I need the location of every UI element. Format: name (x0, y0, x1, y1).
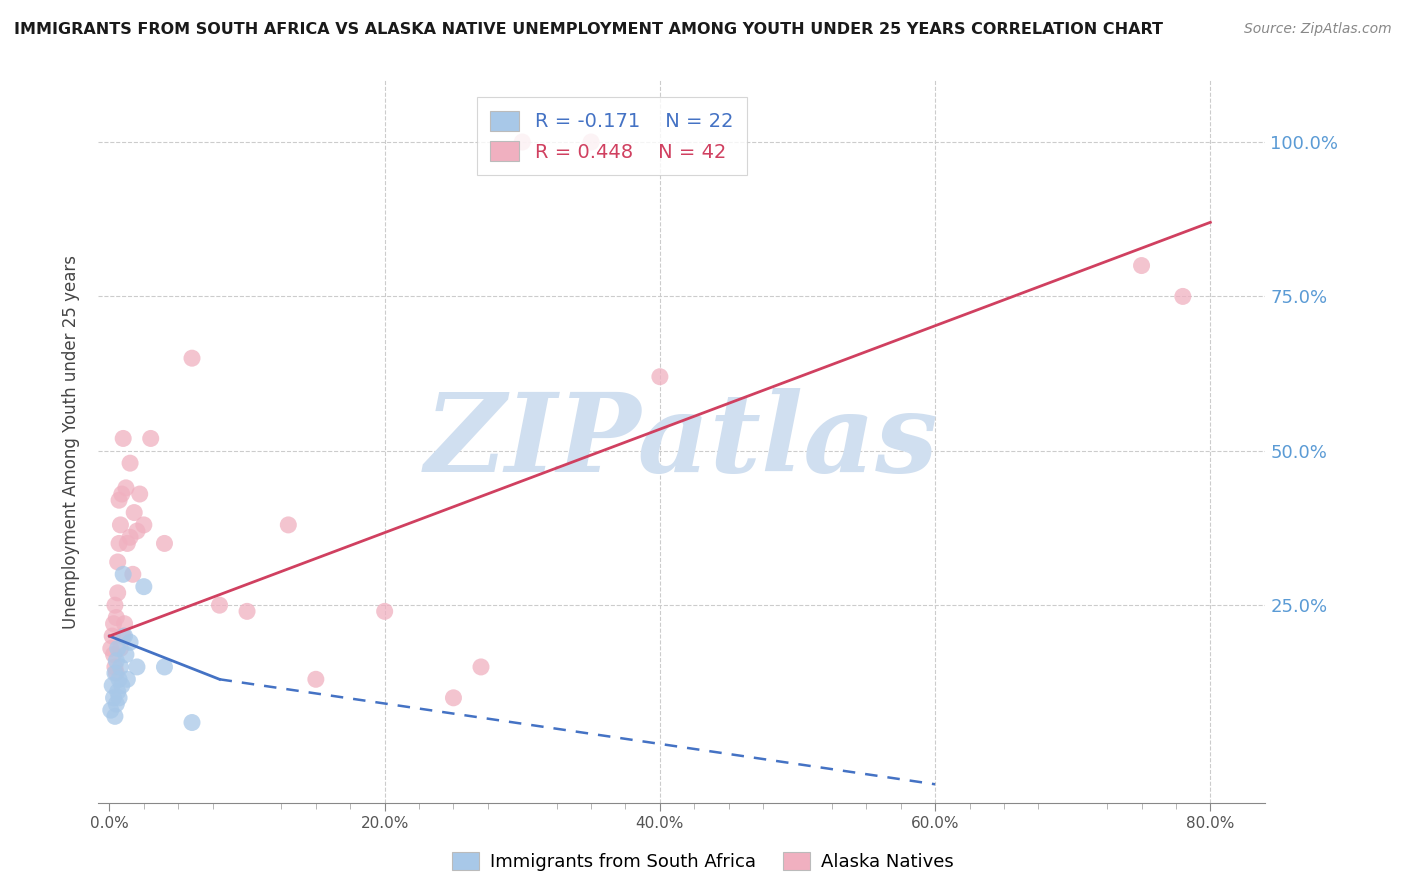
Point (181, 715, 204, 730)
Point (470, 660, 492, 674)
Point (104, 598, 127, 612)
Point (153, 536, 176, 550)
Point (125, 524, 148, 538)
Point (104, 709, 127, 723)
Point (101, 678, 124, 692)
Point (103, 616, 125, 631)
Point (181, 351, 204, 366)
Point (114, 629, 136, 643)
Point (107, 586, 129, 600)
Point (100, 703, 122, 717)
Point (112, 629, 135, 643)
Point (648, 369, 671, 384)
Point (110, 641, 132, 656)
Point (117, 673, 139, 687)
Point (108, 536, 131, 550)
Text: IMMIGRANTS FROM SOUTH AFRICA VS ALASKA NATIVE UNEMPLOYMENT AMONG YOUTH UNDER 25 : IMMIGRANTS FROM SOUTH AFRICA VS ALASKA N… (14, 22, 1163, 37)
Y-axis label: Unemployment Among Youth under 25 years: Unemployment Among Youth under 25 years (62, 254, 80, 629)
Text: Source: ZipAtlas.com: Source: ZipAtlas.com (1244, 22, 1392, 37)
Point (103, 648, 125, 662)
Point (108, 690, 131, 705)
Point (100, 641, 122, 656)
Point (105, 697, 128, 711)
Point (236, 604, 259, 618)
Text: ZIPatlas: ZIPatlas (425, 388, 939, 495)
Legend: R = -0.171    N = 22, R = 0.448    N = 42: R = -0.171 N = 22, R = 0.448 N = 42 (477, 97, 747, 175)
Point (1171, 289, 1194, 303)
Point (374, 604, 396, 618)
Point (110, 517, 132, 532)
Point (107, 684, 129, 698)
Point (104, 660, 127, 674)
Point (120, 635, 142, 649)
Point (120, 456, 142, 470)
Point (115, 648, 138, 662)
Point (132, 517, 155, 532)
Point (105, 666, 128, 681)
Point (104, 666, 127, 681)
Point (305, 673, 328, 687)
Point (125, 660, 148, 674)
Point (153, 660, 176, 674)
Point (112, 432, 135, 446)
Point (107, 641, 129, 656)
Point (103, 690, 125, 705)
Legend: Immigrants from South Africa, Alaska Natives: Immigrants from South Africa, Alaska Nat… (444, 845, 962, 879)
Point (110, 660, 132, 674)
Point (114, 616, 136, 631)
Point (208, 598, 231, 612)
Point (122, 506, 145, 520)
Point (111, 678, 134, 692)
Point (510, 135, 533, 149)
Point (139, 432, 162, 446)
Point (101, 629, 124, 643)
Point (111, 487, 134, 501)
Point (121, 567, 143, 582)
Point (105, 654, 128, 668)
Point (112, 567, 135, 582)
Point (105, 610, 128, 624)
Point (115, 481, 138, 495)
Point (1130, 259, 1153, 273)
Point (120, 530, 142, 544)
Point (443, 690, 465, 705)
Point (117, 536, 139, 550)
Point (108, 673, 131, 687)
Point (128, 487, 150, 501)
Point (277, 517, 299, 532)
Point (108, 493, 131, 508)
Point (107, 555, 129, 569)
Point (579, 135, 602, 149)
Point (132, 580, 155, 594)
